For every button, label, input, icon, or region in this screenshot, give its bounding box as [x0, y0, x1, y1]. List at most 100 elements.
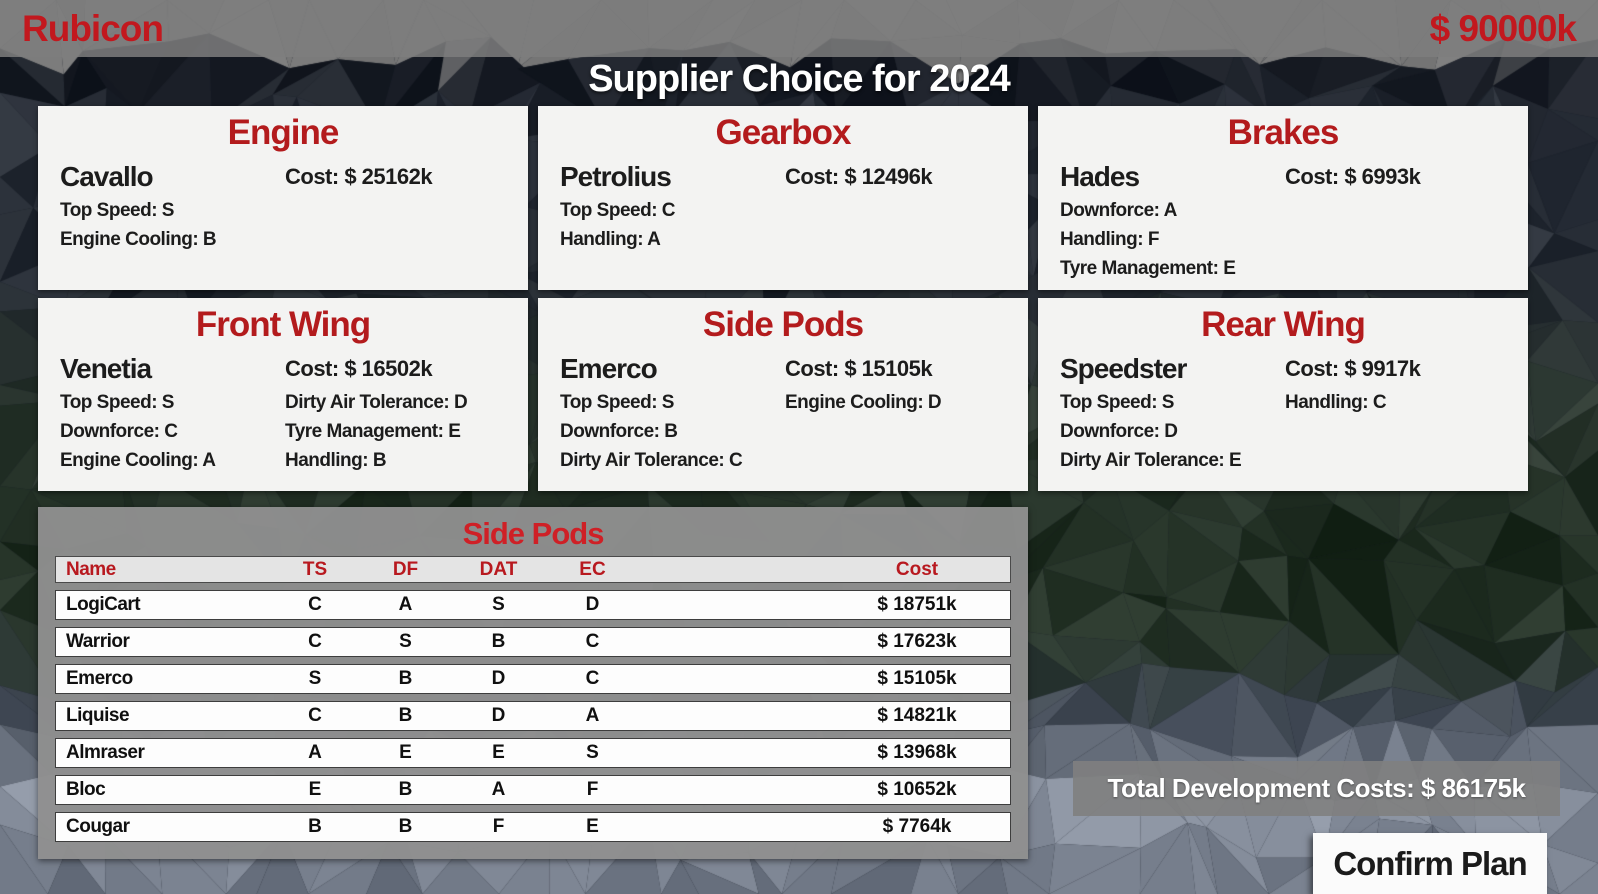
supplier-cost: Cost: $ 25162k [285, 164, 433, 189]
supplier-row-bloc[interactable]: Bloc E B A F $ 10652k [55, 775, 1011, 805]
card-title: Brakes [1227, 113, 1340, 152]
team-name: Rubicon [22, 7, 164, 49]
supplier-cost: Cost: $ 16502k [285, 356, 433, 381]
supplier-row-logicart[interactable]: LogiCart C A S D $ 18751k [55, 590, 1011, 620]
supplier-row-name: Warrior [66, 631, 130, 652]
supplier-row-ec: C [585, 668, 600, 689]
supplier-cost: Cost: $ 9917k [1285, 356, 1421, 381]
supplier-row-name: Bloc [66, 779, 106, 800]
supplier-row-df: B [398, 816, 413, 837]
top-bar: Rubicon $ 90000k [0, 0, 1598, 57]
stat-line: Dirty Air Tolerance: E [1060, 450, 1242, 471]
supplier-row-df: A [398, 594, 413, 615]
confirm-plan-button[interactable]: Confirm Plan [1313, 833, 1547, 894]
supplier-row-name: Emerco [66, 668, 133, 689]
supplier-row-df: B [398, 705, 413, 726]
stat-line: Tyre Management: E [1060, 258, 1236, 279]
supplier-row-ec: C [585, 631, 600, 652]
stat-line: Handling: A [560, 229, 661, 250]
supplier-card-rear-wing[interactable]: Rear Wing Speedster Top Speed: S Downfor… [1038, 298, 1528, 491]
stat-line: Top Speed: S [60, 392, 174, 413]
supplier-row-ec: D [585, 594, 600, 615]
supplier-card-front-wing[interactable]: Front Wing Venetia Top Speed: S Downforc… [38, 298, 528, 491]
supplier-row-dat: D [491, 705, 506, 726]
stat-line: Downforce: D [1060, 421, 1178, 442]
supplier-table: Name TS DF DAT EC Cost LogiCart C A S D … [55, 556, 1011, 842]
supplier-row-df: B [398, 668, 413, 689]
supplier-row-df: E [399, 742, 412, 763]
supplier-row-cost: $ 14821k [877, 705, 957, 726]
budget-amount: $ 90000k [1429, 7, 1577, 49]
supplier-row-df: B [398, 779, 413, 800]
supplier-row-ts: C [308, 705, 322, 726]
supplier-row-ec: S [586, 742, 599, 763]
column-header-ec: EC [579, 558, 606, 580]
supplier-row-liquise[interactable]: Liquise C B D A $ 14821k [55, 701, 1011, 731]
supplier-row-emerco[interactable]: Emerco S B D C $ 15105k [55, 664, 1011, 694]
supplier-row-dat: A [491, 779, 506, 800]
supplier-name: Hades [1060, 161, 1140, 192]
supplier-row-warrior[interactable]: Warrior C S B C $ 17623k [55, 627, 1011, 657]
supplier-cost: Cost: $ 12496k [785, 164, 933, 189]
supplier-row-ec: A [585, 705, 600, 726]
stat-line: Top Speed: C [560, 200, 676, 221]
supplier-card-gearbox[interactable]: Gearbox Petrolius Top Speed: C Handling:… [538, 106, 1028, 290]
supplier-row-ts: C [308, 594, 322, 615]
supplier-cost: Cost: $ 6993k [1285, 164, 1421, 189]
stat-line: Top Speed: S [60, 200, 174, 221]
supplier-row-ec: E [586, 816, 599, 837]
column-header-cost: Cost [895, 558, 939, 580]
supplier-row-cost: $ 10652k [877, 779, 957, 800]
stat-line: Top Speed: S [560, 392, 674, 413]
supplier-row-ts: B [308, 816, 322, 837]
supplier-row-name: LogiCart [66, 594, 141, 615]
stat-line: Top Speed: S [1060, 392, 1174, 413]
stat-line: Downforce: C [60, 421, 178, 442]
supplier-name: Speedster [1060, 353, 1187, 384]
stat-line: Engine Cooling: A [60, 450, 216, 471]
stat-line: Handling: C [1285, 392, 1387, 413]
panel-title: Side Pods [462, 516, 605, 551]
supplier-row-df: S [399, 631, 412, 652]
supplier-row-ec: F [586, 779, 599, 800]
supplier-row-cougar[interactable]: Cougar B B F E $ 7764k [55, 812, 1011, 842]
supplier-name: Petrolius [560, 161, 672, 192]
supplier-row-ts: E [308, 779, 322, 800]
card-title: Front Wing [195, 305, 371, 344]
supplier-card-side-pods[interactable]: Side Pods Emerco Top Speed: S Downforce:… [538, 298, 1028, 491]
side-pods-supplier-panel: Side Pods Name TS DF DAT EC Cost LogiCar… [38, 507, 1028, 859]
supplier-row-ts: S [308, 668, 322, 689]
column-header-dat: DAT [479, 558, 518, 580]
stat-line: Downforce: B [560, 421, 678, 442]
supplier-row-cost: $ 17623k [877, 631, 957, 652]
stat-line: Downforce: A [1060, 200, 1177, 221]
column-header-name: Name [66, 558, 116, 580]
supplier-row-cost: $ 13968k [877, 742, 957, 763]
supplier-card-brakes[interactable]: Brakes Hades Downforce: A Handling: F Ty… [1038, 106, 1528, 290]
card-title: Engine [227, 113, 340, 152]
supplier-row-name: Liquise [66, 705, 130, 726]
supplier-row-name: Almraser [66, 742, 145, 763]
stat-line: Engine Cooling: D [785, 392, 942, 413]
supplier-row-almraser[interactable]: Almraser A E E S $ 13968k [55, 738, 1011, 768]
supplier-row-cost: $ 7764k [882, 816, 952, 837]
supplier-card-engine[interactable]: Engine Cavallo Top Speed: S Engine Cooli… [38, 106, 528, 290]
supplier-name: Emerco [560, 353, 658, 384]
stat-line: Dirty Air Tolerance: D [285, 392, 468, 413]
total-development-costs: Total Development Costs: $ 86175k [1073, 761, 1560, 816]
supplier-row-ts: C [308, 631, 322, 652]
supplier-name: Venetia [60, 353, 152, 384]
stat-line: Engine Cooling: B [60, 229, 217, 250]
stat-line: Handling: B [285, 450, 387, 471]
supplier-table-header: Name TS DF DAT EC Cost [55, 556, 1011, 583]
supplier-row-dat: D [491, 668, 506, 689]
supplier-row-cost: $ 18751k [877, 594, 957, 615]
column-header-ts: TS [302, 558, 328, 580]
supplier-row-ts: A [308, 742, 322, 763]
supplier-name: Cavallo [60, 161, 154, 192]
supplier-row-dat: B [491, 631, 506, 652]
supplier-cost: Cost: $ 15105k [785, 356, 933, 381]
supplier-row-dat: E [492, 742, 505, 763]
card-title: Rear Wing [1201, 305, 1366, 344]
supplier-row-name: Cougar [66, 816, 130, 837]
